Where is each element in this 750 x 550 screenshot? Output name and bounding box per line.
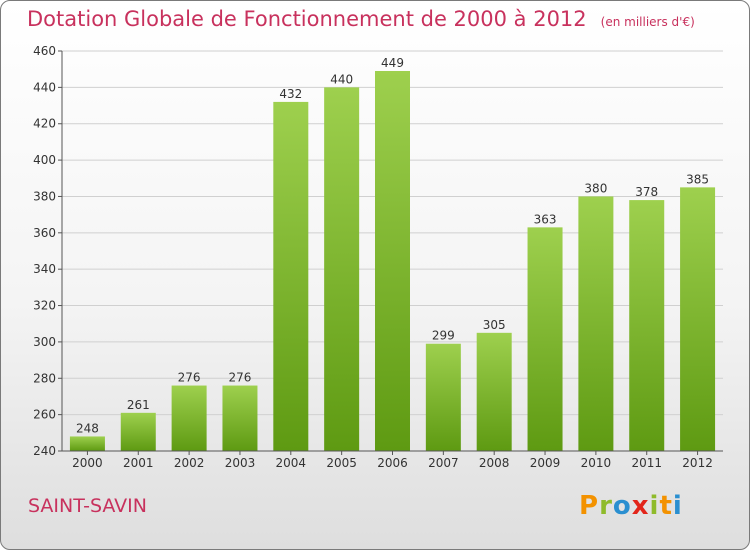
data-label: 380 bbox=[584, 181, 607, 195]
data-label: 276 bbox=[229, 371, 252, 385]
y-tick-label: 360 bbox=[33, 226, 56, 240]
y-tick-label: 440 bbox=[33, 80, 56, 94]
bar bbox=[476, 332, 512, 451]
y-tick-label: 380 bbox=[33, 189, 56, 203]
y-tick-label: 240 bbox=[33, 444, 56, 458]
data-label: 385 bbox=[686, 172, 709, 186]
y-tick-label: 300 bbox=[33, 335, 56, 349]
bar bbox=[527, 227, 563, 451]
x-tick-label: 2011 bbox=[631, 456, 662, 470]
y-tick-label: 280 bbox=[33, 371, 56, 385]
bar bbox=[425, 343, 461, 451]
data-label: 378 bbox=[635, 185, 658, 199]
data-label: 432 bbox=[279, 87, 302, 101]
data-label: 248 bbox=[76, 421, 99, 435]
x-tick-label: 2009 bbox=[530, 456, 561, 470]
commune-name: SAINT-SAVIN bbox=[28, 495, 147, 517]
bar bbox=[578, 196, 614, 451]
chart-subtitle: (en milliers d'€) bbox=[600, 15, 695, 29]
data-label: 305 bbox=[483, 318, 506, 332]
data-label: 261 bbox=[127, 398, 150, 412]
bar bbox=[680, 187, 716, 451]
bar bbox=[375, 71, 410, 451]
labels: 240 260 280 300 320 340 360 380 400 420 440 460 248 2… bbox=[33, 44, 713, 470]
y-tick-label: 460 bbox=[33, 44, 56, 58]
data-label: 299 bbox=[432, 329, 455, 343]
y-tick-label: 400 bbox=[33, 153, 56, 167]
bar bbox=[629, 200, 665, 451]
bar bbox=[273, 101, 309, 451]
bar bbox=[69, 436, 105, 451]
x-tick-label: 2007 bbox=[428, 456, 459, 470]
title-text: Dotation Globale de Fonctionnement de 20… bbox=[27, 7, 587, 31]
x-tick-label: 2000 bbox=[72, 456, 103, 470]
data-label: 363 bbox=[534, 212, 557, 226]
data-label: 449 bbox=[381, 56, 404, 70]
y-tick-label: 420 bbox=[33, 117, 56, 131]
chart-title: Dotation Globale de Fonctionnement de 20… bbox=[27, 7, 695, 31]
bar bbox=[222, 385, 258, 451]
x-tick-label: 2005 bbox=[326, 456, 357, 470]
x-tick-label: 2012 bbox=[682, 456, 713, 470]
y-tick-label: 340 bbox=[33, 262, 56, 276]
x-tick-label: 2002 bbox=[174, 456, 205, 470]
x-tick-label: 2004 bbox=[276, 456, 307, 470]
y-tick-label: 260 bbox=[33, 408, 56, 422]
bar bbox=[324, 87, 360, 451]
data-label: 440 bbox=[330, 72, 353, 86]
y-tick-label: 320 bbox=[33, 299, 56, 313]
proxiti-logo: Proxiti bbox=[579, 491, 683, 521]
bar bbox=[120, 412, 156, 451]
bar bbox=[171, 385, 207, 451]
x-tick-label: 2001 bbox=[123, 456, 154, 470]
data-label: 276 bbox=[178, 371, 201, 385]
bars bbox=[69, 71, 716, 451]
x-tick-label: 2006 bbox=[377, 456, 408, 470]
axes bbox=[58, 50, 723, 455]
x-tick-label: 2008 bbox=[479, 456, 510, 470]
x-tick-label: 2003 bbox=[225, 456, 256, 470]
x-tick-label: 2010 bbox=[581, 456, 612, 470]
